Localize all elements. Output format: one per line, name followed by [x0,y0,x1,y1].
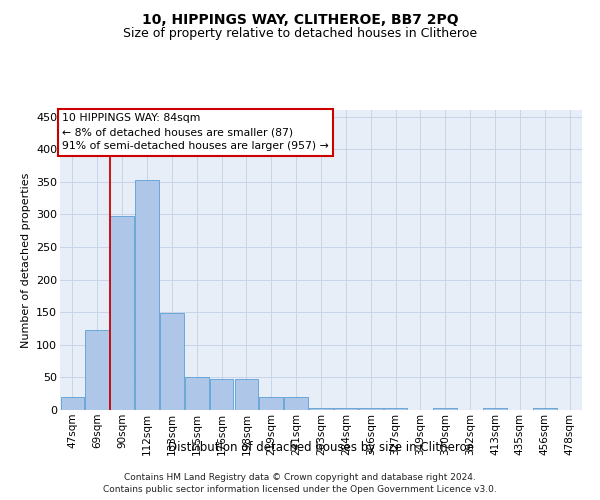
Bar [533,408,557,410]
Bar [334,408,358,410]
Text: 10, HIPPINGS WAY, CLITHEROE, BB7 2PQ: 10, HIPPINGS WAY, CLITHEROE, BB7 2PQ [142,12,458,26]
Bar [185,378,209,410]
Text: Distribution of detached houses by size in Clitheroe: Distribution of detached houses by size … [168,441,474,454]
Bar [235,378,258,410]
Bar [433,408,457,410]
Y-axis label: Number of detached properties: Number of detached properties [20,172,31,348]
Bar [259,397,283,410]
Text: Contains HM Land Registry data © Crown copyright and database right 2024.: Contains HM Land Registry data © Crown c… [124,473,476,482]
Bar [284,397,308,410]
Bar [135,180,159,410]
Bar [309,408,333,410]
Bar [61,397,84,410]
Text: Contains public sector information licensed under the Open Government Licence v3: Contains public sector information licen… [103,486,497,494]
Bar [160,314,184,410]
Text: 10 HIPPINGS WAY: 84sqm
← 8% of detached houses are smaller (87)
91% of semi-deta: 10 HIPPINGS WAY: 84sqm ← 8% of detached … [62,114,329,152]
Bar [210,378,233,410]
Bar [110,216,134,410]
Bar [483,408,507,410]
Bar [85,330,109,410]
Bar [384,408,407,410]
Text: Size of property relative to detached houses in Clitheroe: Size of property relative to detached ho… [123,28,477,40]
Bar [359,408,383,410]
